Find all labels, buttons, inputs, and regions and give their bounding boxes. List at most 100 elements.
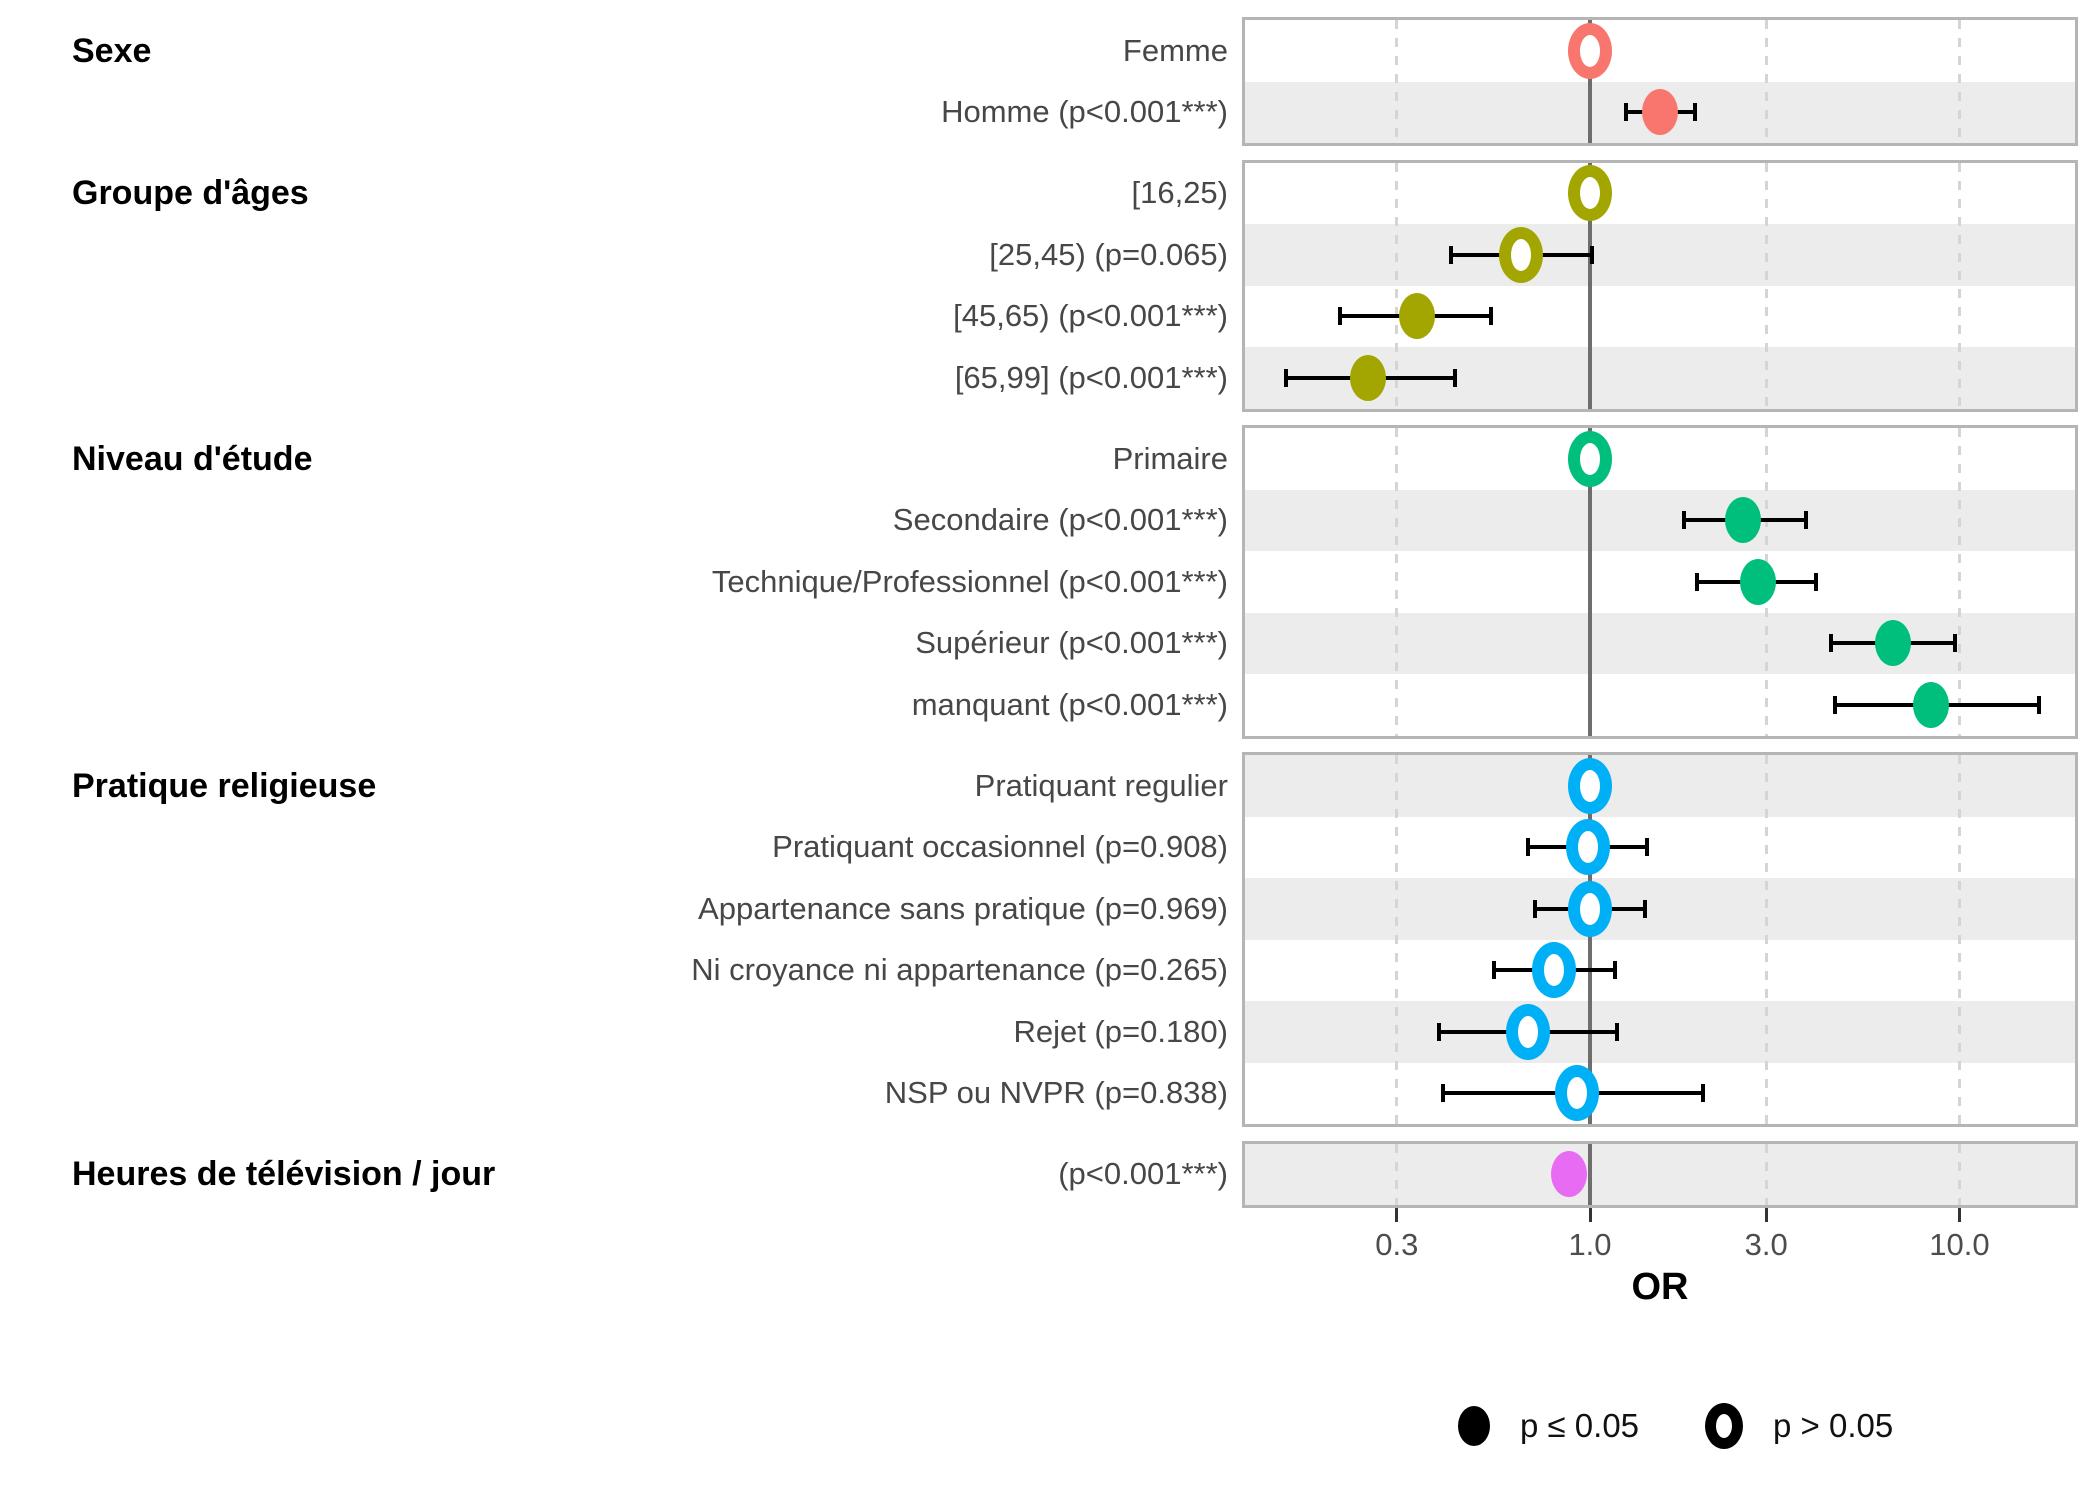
row-label: (p<0.001***) [1058, 1156, 1228, 1192]
row-stripe [1245, 551, 2075, 613]
reference-line-or-1 [1588, 20, 1592, 143]
gridline-dashed [1764, 1143, 1768, 1205]
point-filled [1874, 620, 1911, 667]
point-open [1568, 430, 1612, 487]
panel-3 [1245, 755, 2075, 1124]
point-filled [1913, 681, 1950, 728]
error-bar-cap [1526, 838, 1531, 857]
row-label: Primaire [1112, 440, 1228, 476]
row-label: Femme [1122, 32, 1228, 68]
row-stripe [1245, 224, 2075, 286]
legend-label-significant: p ≤ 0.05 [1520, 1407, 1640, 1444]
x-axis-tick [1764, 1208, 1768, 1222]
gridline-dashed [1957, 428, 1961, 736]
group-label-4: Heures de télévision / jour [72, 1155, 496, 1194]
group-label-1: Groupe d'âges [72, 174, 309, 213]
error-bar-cap [1623, 103, 1628, 122]
error-bar-cap [1448, 245, 1453, 264]
point-filled [1349, 354, 1386, 401]
x-axis-tick [1395, 1208, 1399, 1222]
point-filled [1398, 293, 1435, 340]
legend-label-not-significant: p > 0.05 [1773, 1407, 1894, 1444]
error-bar-cap [1832, 695, 1837, 714]
gridline-dashed [1395, 20, 1399, 143]
row-label: Secondaire (p<0.001***) [892, 502, 1228, 538]
x-tick-label: 0.3 [1375, 1227, 1419, 1262]
row-stripe [1245, 428, 2075, 490]
row-stripe [1245, 816, 2075, 878]
point-open [1568, 880, 1612, 937]
x-tick-label: 1.0 [1568, 1227, 1612, 1262]
point-open [1532, 942, 1577, 999]
error-bar-cap [1643, 899, 1648, 918]
row-label: Technique/Professionnel (p<0.001***) [711, 563, 1228, 599]
row-stripe [1245, 878, 2075, 940]
gridline-dashed [1395, 1143, 1399, 1205]
error-bar-cap [1283, 368, 1288, 387]
row-stripe [1245, 20, 2075, 82]
x-axis-title: OR [1631, 1266, 1689, 1308]
x-axis-tick [1957, 1208, 1961, 1222]
legend: p ≤ 0.05 p > 0.05 [1458, 1398, 1893, 1454]
row-label: Homme (p<0.001***) [941, 94, 1228, 130]
error-bar-cap [1829, 634, 1834, 653]
row-label: Pratiquant regulier [974, 767, 1228, 803]
error-bar-cap [1441, 1084, 1445, 1103]
error-bar-cap [1492, 961, 1497, 980]
x-tick-label: 10.0 [1929, 1227, 1990, 1262]
point-filled [1642, 89, 1679, 136]
gridline-dashed [1957, 755, 1961, 1124]
gridline-dashed [1764, 20, 1768, 143]
gridline-dashed [1957, 20, 1961, 143]
error-bar-cap [1682, 511, 1687, 530]
row-stripe [1245, 1001, 2075, 1063]
x-axis-tick [1588, 1208, 1592, 1222]
error-bar-cap [1693, 103, 1698, 122]
error-bar-cap [1804, 511, 1809, 530]
point-open [1568, 757, 1612, 814]
row-label: Rejet (p=0.180) [1013, 1013, 1228, 1049]
row-label: Ni croyance ni appartenance (p=0.265) [691, 952, 1228, 988]
row-label: manquant (p<0.001***) [911, 686, 1228, 722]
group-label-2: Niveau d'étude [72, 439, 313, 478]
error-bar-cap [1814, 572, 1819, 591]
error-bar-cap [1452, 368, 1457, 387]
reference-line-or-1 [1588, 162, 1592, 409]
point-open [1554, 1065, 1599, 1122]
gridline-dashed [1957, 1143, 1961, 1205]
error-bar-cap [1613, 961, 1618, 980]
reference-line-or-1 [1588, 428, 1592, 736]
row-label: Pratiquant occasionnel (p=0.908) [772, 829, 1228, 865]
row-label: [65,99] (p<0.001***) [954, 359, 1228, 395]
row-stripe [1245, 939, 2075, 1001]
error-bar-cap [1700, 1084, 1705, 1103]
error-bar-cap [2036, 695, 2041, 714]
row-stripe [1245, 1143, 2075, 1205]
row-label: [45,65) (p<0.001***) [953, 298, 1228, 334]
row-stripe [1245, 489, 2075, 551]
error-bar-cap [1614, 1022, 1619, 1041]
reference-line-or-1 [1588, 755, 1592, 1124]
row-stripe [1245, 755, 2075, 817]
point-filled [1551, 1151, 1588, 1198]
legend-open-marker-icon [1705, 1403, 1744, 1449]
row-label: Supérieur (p<0.001***) [915, 625, 1228, 661]
gridline-dashed [1395, 428, 1399, 736]
point-open [1506, 1003, 1551, 1060]
error-bar-cap [1589, 245, 1594, 264]
gridline-dashed [1957, 162, 1961, 409]
point-filled [1725, 497, 1762, 544]
point-filled [1740, 558, 1777, 605]
gridline-dashed [1764, 755, 1768, 1124]
panel-0 [1245, 20, 2075, 143]
error-bar-cap [1645, 838, 1650, 857]
panel-2 [1245, 428, 2075, 736]
panel-4 [1245, 1143, 2075, 1205]
panel-1 [1245, 162, 2075, 409]
row-label: Appartenance sans pratique (p=0.969) [698, 890, 1228, 926]
row-label: [16,25) [1131, 175, 1228, 211]
point-open [1568, 165, 1612, 222]
error-bar-cap [1337, 307, 1342, 326]
row-label: [25,45) (p=0.065) [989, 236, 1228, 272]
